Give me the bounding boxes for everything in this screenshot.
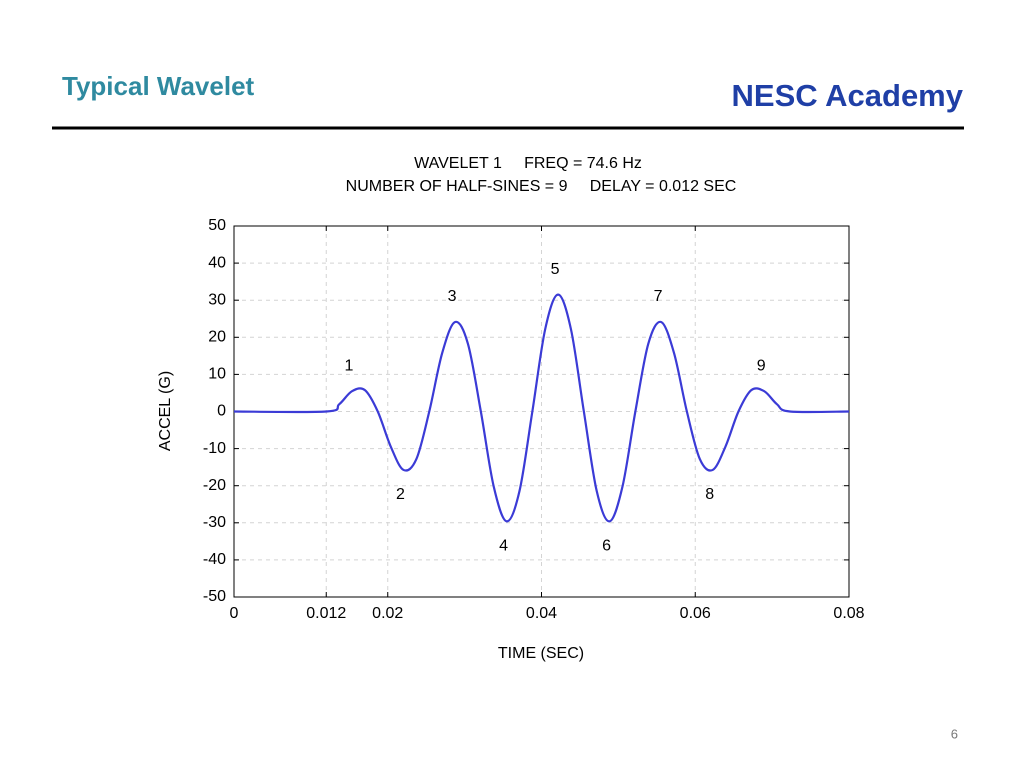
x-tick-label: 0.012 xyxy=(306,605,346,622)
y-axis-label: ACCEL (G) xyxy=(157,371,174,451)
brand: NESC Academy xyxy=(732,78,964,113)
y-tick-label: 10 xyxy=(208,366,226,383)
plot: -50 -40 -30 -20 -10 0 10 20 30 40 50 0 0.012 0.02 0.04… xyxy=(203,217,865,622)
half-sine-label: 1 xyxy=(345,357,354,374)
wavelet-line xyxy=(233,293,850,523)
x-tick-label: 0.02 xyxy=(372,605,403,622)
y-tick-label: 30 xyxy=(208,291,226,308)
half-sine-label: 7 xyxy=(654,288,663,305)
half-sine-label: 9 xyxy=(757,357,766,374)
chart-title: WAVELET 1 FREQ = 74.6 Hz xyxy=(414,155,642,172)
half-sine-label: 8 xyxy=(705,486,714,503)
y-tick-label: 20 xyxy=(208,329,226,346)
y-tick-label: -40 xyxy=(203,551,226,568)
half-sine-label: 2 xyxy=(396,486,405,503)
y-tick-label: -30 xyxy=(203,514,226,531)
half-sine-label: 3 xyxy=(448,288,457,305)
chart-subtitle: NUMBER OF HALF-SINES = 9 DELAY = 0.012 S… xyxy=(346,178,737,195)
half-sine-label: 4 xyxy=(499,538,508,555)
x-tick-label: 0.06 xyxy=(680,605,711,622)
y-tick-label: -20 xyxy=(203,477,226,494)
half-sine-label: 6 xyxy=(602,538,611,555)
x-axis-label: TIME (SEC) xyxy=(498,645,584,662)
y-tick-label: -10 xyxy=(203,440,226,457)
y-tick-label: 40 xyxy=(208,254,226,271)
x-tick-label: 0.04 xyxy=(526,605,557,622)
slide-title: Typical Wavelet xyxy=(62,71,255,101)
page-number: 6 xyxy=(951,726,958,741)
y-tick-label: -50 xyxy=(203,588,226,605)
x-tick-label: 0.08 xyxy=(833,605,864,622)
x-tick-label: 0 xyxy=(230,605,239,622)
y-tick-label: 0 xyxy=(217,403,226,420)
y-tick-label: 50 xyxy=(208,217,226,234)
half-sine-label: 5 xyxy=(551,261,560,278)
